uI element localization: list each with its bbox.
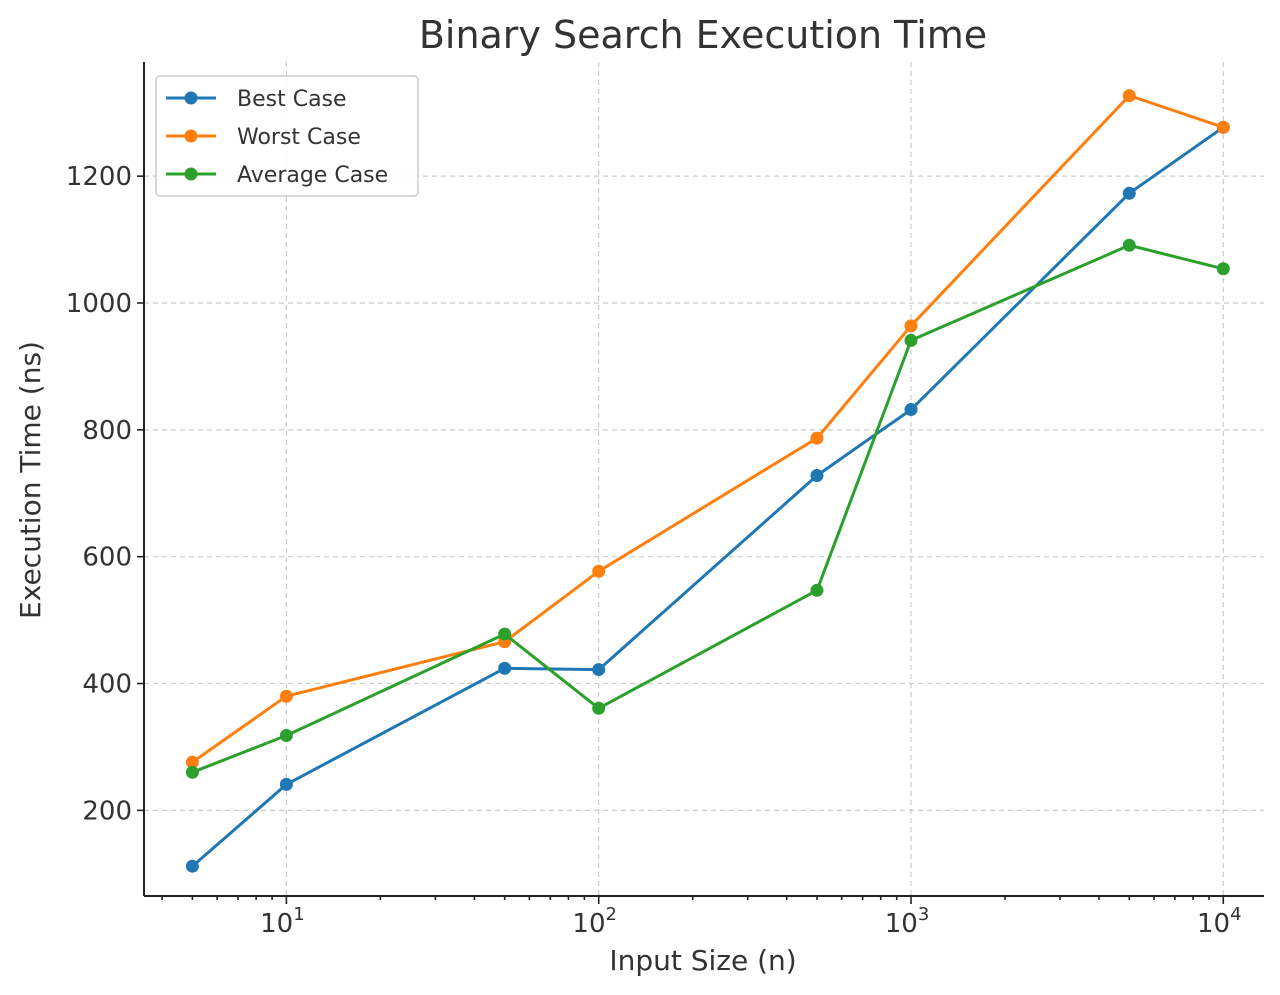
x-axis-label: Input Size (n) <box>609 944 796 977</box>
data-point <box>185 765 199 779</box>
data-point <box>904 319 918 333</box>
y-tick-label: 600 <box>82 543 132 573</box>
data-point <box>592 564 606 578</box>
data-point <box>810 469 824 483</box>
data-point <box>185 859 199 873</box>
series-layer <box>185 89 1230 873</box>
y-tick-label: 400 <box>82 670 132 700</box>
series-line <box>191 243 1224 774</box>
legend: Best Case Worst Case Average Case <box>155 75 419 197</box>
legend-item: Worst Case <box>166 125 361 150</box>
data-point <box>810 583 824 597</box>
data-point <box>1122 238 1136 252</box>
series-average-case <box>185 238 1230 779</box>
series-worst-case <box>185 89 1230 769</box>
data-point <box>279 689 293 703</box>
series-line <box>191 94 1224 764</box>
series-best-case <box>185 120 1230 873</box>
legend-marker <box>184 91 198 105</box>
data-point <box>810 431 824 445</box>
x-tick-label: 103 <box>885 904 930 939</box>
legend-box <box>155 75 419 197</box>
data-point <box>279 729 293 743</box>
y-axis-label: Execution Time (ns) <box>14 341 47 619</box>
data-point <box>592 701 606 715</box>
legend-item: Best Case <box>166 87 347 112</box>
data-point <box>498 627 512 641</box>
x-tick-label: 102 <box>572 904 617 939</box>
legend-label: Best Case <box>237 87 347 112</box>
data-point <box>1216 262 1230 276</box>
data-point <box>904 403 918 417</box>
y-tick-label: 1200 <box>66 162 132 192</box>
y-tick-label: 200 <box>82 796 132 826</box>
y-tick-label: 800 <box>82 416 132 446</box>
axes: 200 400 600 800 1000 1200 101 102 103 104 <box>66 62 1264 939</box>
legend-item: Average Case <box>166 163 388 188</box>
data-point <box>498 661 512 675</box>
data-point <box>1216 120 1230 134</box>
series-line <box>191 126 1225 868</box>
data-point <box>1122 89 1136 103</box>
data-point <box>592 663 606 677</box>
data-point <box>279 777 293 791</box>
data-point <box>1122 186 1136 200</box>
data-point <box>904 333 918 347</box>
x-tick-label: 101 <box>260 904 305 939</box>
data-point <box>185 755 199 769</box>
chart-title: Binary Search Execution Time <box>419 13 987 57</box>
y-tick-label: 1000 <box>66 289 132 319</box>
legend-marker <box>184 167 198 181</box>
legend-marker <box>184 129 198 143</box>
grid <box>144 62 1264 896</box>
x-tick-label: 104 <box>1197 904 1242 939</box>
legend-label: Worst Case <box>237 125 361 150</box>
legend-label: Average Case <box>237 163 388 188</box>
